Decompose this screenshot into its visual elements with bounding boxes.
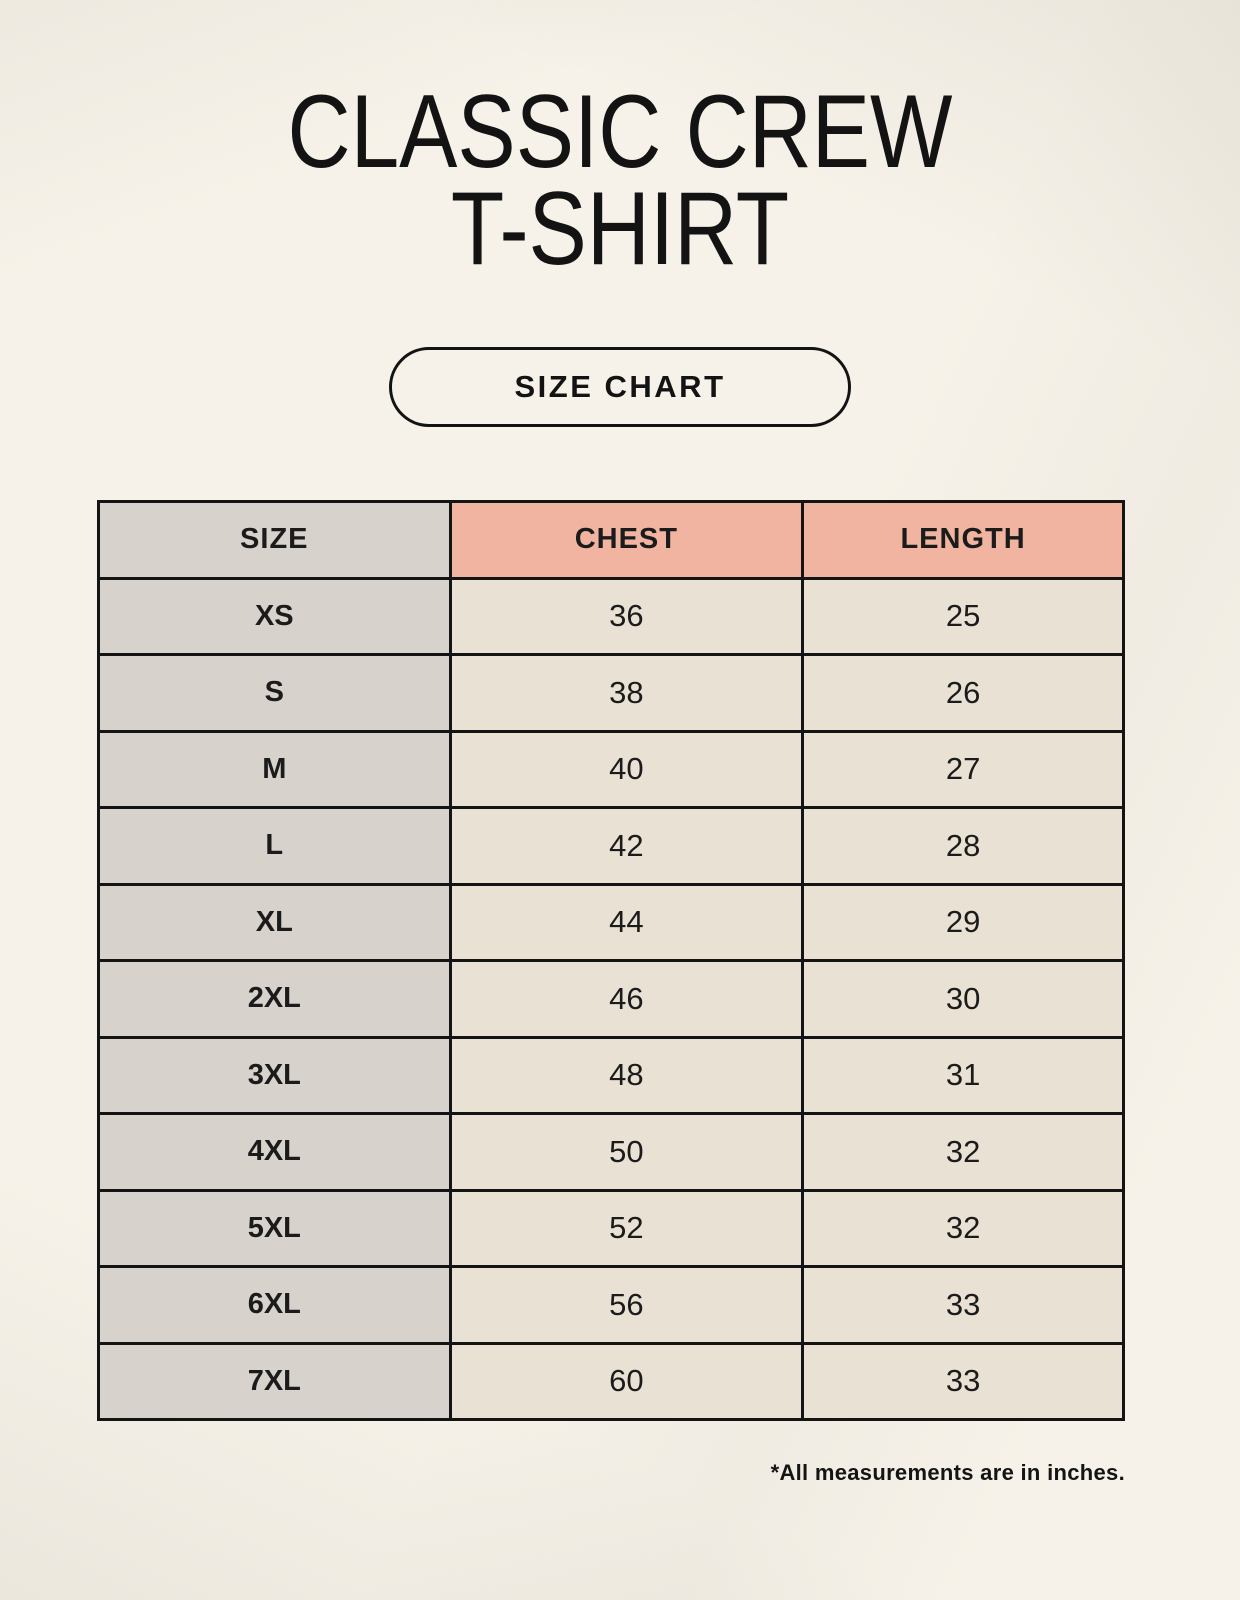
length-value-cell: 28 (801, 806, 1125, 886)
size-label-cell: 6XL (97, 1265, 452, 1345)
table-header-row: SIZE CHEST LENGTH (97, 500, 1125, 580)
chest-value-cell: 44 (448, 882, 805, 962)
length-value-cell: 25 (801, 576, 1125, 656)
table-body: XS 36 25 S 38 26 M 40 27 L 42 28 XL 44 29 2XL 46 30 3XL 48 3… (97, 576, 1125, 1421)
chest-value-cell: 46 (448, 959, 805, 1039)
chest-value-cell: 38 (448, 653, 805, 733)
table-row: XS 36 25 (97, 576, 1125, 656)
table-row: 5XL 52 32 (97, 1188, 1125, 1268)
table-row: XL 44 29 (97, 882, 1125, 962)
chest-value-cell: 56 (448, 1265, 805, 1345)
size-label-cell: 3XL (97, 1035, 452, 1115)
size-chart-button[interactable]: SIZE CHART (389, 347, 851, 427)
size-chart-table: SIZE CHEST LENGTH XS 36 25 S 38 26 M 40 27 L 42 28 X… (97, 500, 1125, 1421)
table-row: 3XL 48 31 (97, 1035, 1125, 1115)
length-value-cell: 30 (801, 959, 1125, 1039)
size-label-cell: L (97, 806, 452, 886)
size-label-cell: S (97, 653, 452, 733)
size-label-cell: XS (97, 576, 452, 656)
chest-value-cell: 36 (448, 576, 805, 656)
chest-value-cell: 48 (448, 1035, 805, 1115)
measurements-footnote: *All measurements are in inches. (770, 1460, 1125, 1485)
length-value-cell: 33 (801, 1265, 1125, 1345)
length-value-cell: 33 (801, 1341, 1125, 1421)
size-label-cell: 5XL (97, 1188, 452, 1268)
column-header-size: SIZE (97, 500, 452, 580)
length-value-cell: 31 (801, 1035, 1125, 1115)
size-label-cell: 4XL (97, 1112, 452, 1192)
length-value-cell: 26 (801, 653, 1125, 733)
column-header-chest: CHEST (448, 500, 805, 580)
page-title-line-1: CLASSIC CREW (287, 74, 953, 190)
table-row: L 42 28 (97, 806, 1125, 886)
chest-value-cell: 42 (448, 806, 805, 886)
chest-value-cell: 40 (448, 729, 805, 809)
table-row: 6XL 56 33 (97, 1265, 1125, 1345)
page-title-line-2: T-SHIRT (450, 170, 790, 287)
size-label-cell: M (97, 729, 452, 809)
table-row: M 40 27 (97, 729, 1125, 809)
chest-value-cell: 50 (448, 1112, 805, 1192)
chest-value-cell: 52 (448, 1188, 805, 1268)
table-row: 4XL 50 32 (97, 1112, 1125, 1192)
length-value-cell: 27 (801, 729, 1125, 809)
table-row: S 38 26 (97, 653, 1125, 733)
size-label-cell: 2XL (97, 959, 452, 1039)
size-label-cell: 7XL (97, 1341, 452, 1421)
length-value-cell: 32 (801, 1112, 1125, 1192)
table-row: 2XL 46 30 (97, 959, 1125, 1039)
length-value-cell: 32 (801, 1188, 1125, 1268)
size-label-cell: XL (97, 882, 452, 962)
chest-value-cell: 60 (448, 1341, 805, 1421)
table-row: 7XL 60 33 (97, 1341, 1125, 1421)
page-title: CLASSIC CREW T-SHIRT (99, 74, 1141, 287)
length-value-cell: 29 (801, 882, 1125, 962)
column-header-length: LENGTH (801, 500, 1125, 580)
